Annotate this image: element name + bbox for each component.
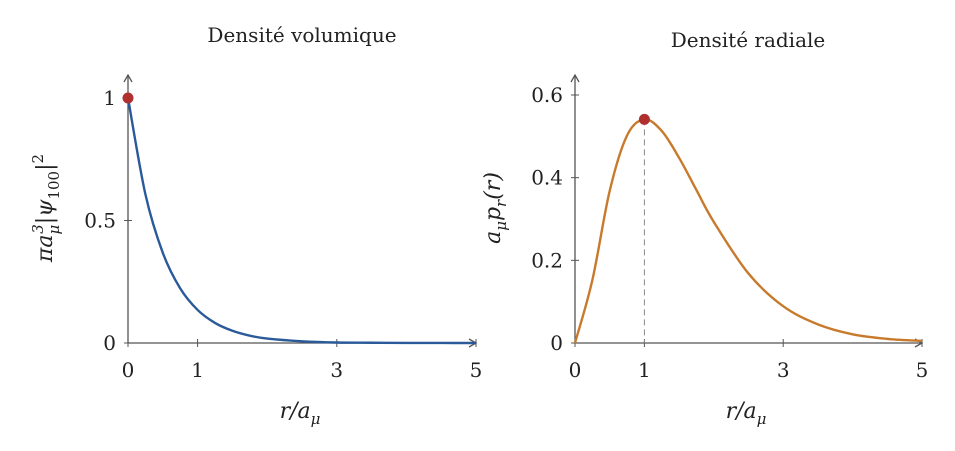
x-tick-label: 5 — [470, 358, 483, 382]
x-tick-label: 3 — [330, 358, 343, 382]
x-tick-label: 1 — [638, 358, 651, 382]
x-tick-label: 3 — [777, 358, 790, 382]
y-tick-label: 0.6 — [531, 83, 563, 107]
svg-text:r/aμ: r/aμ — [280, 399, 321, 428]
chart-title-left: Densité volumique — [207, 23, 396, 47]
panel-volumic-density: Densité volumique πaμ3|ψ100|2 r/aμ 0 1 3 50… — [29, 23, 482, 428]
axes-right: 0 1 3 5 0 0.2 0.4 0.6 — [531, 73, 929, 382]
x-axis-label-right: r/aμ — [726, 399, 767, 428]
y-axis-arrow — [123, 73, 133, 83]
y-tick-label: 0.5 — [84, 209, 116, 233]
panel-radial-density: Densité radiale aμpr(r) r/aμ 0 1 3 5 0 0.2 0.4… — [481, 28, 928, 428]
y-tick-label: 0 — [550, 331, 563, 355]
svg-text:aμpr(r): aμpr(r) — [481, 172, 510, 244]
x-tick-label: 0 — [569, 358, 582, 382]
y-tick-label: 1 — [103, 86, 116, 110]
svg-text:πaμ3|ψ100|2: πaμ3|ψ100|2 — [29, 154, 63, 263]
plot-area-left — [122, 92, 477, 345]
highlight-point — [122, 92, 134, 104]
y-tick-label: 0.4 — [531, 166, 563, 190]
y-tick-label: 0 — [103, 331, 116, 355]
axes-left: 0 1 3 5 0 0.5 1 — [84, 73, 483, 382]
y-axis-arrow — [570, 73, 580, 83]
series-line — [126, 97, 477, 345]
y-tick-label: 0.2 — [531, 248, 563, 272]
series-line — [573, 118, 923, 344]
plot-area-right — [573, 113, 923, 344]
chart-title-right: Densité radiale — [671, 28, 825, 52]
x-tick-label: 5 — [916, 358, 929, 382]
y-axis-label-left: πaμ3|ψ100|2 — [29, 154, 63, 263]
x-tick-label: 0 — [122, 358, 135, 382]
x-axis-label-left: r/aμ — [280, 399, 321, 428]
svg-text:r/aμ: r/aμ — [726, 399, 767, 428]
y-axis-label-right: aμpr(r) — [481, 172, 510, 244]
x-tick-label: 1 — [191, 358, 204, 382]
highlight-point — [638, 113, 650, 125]
